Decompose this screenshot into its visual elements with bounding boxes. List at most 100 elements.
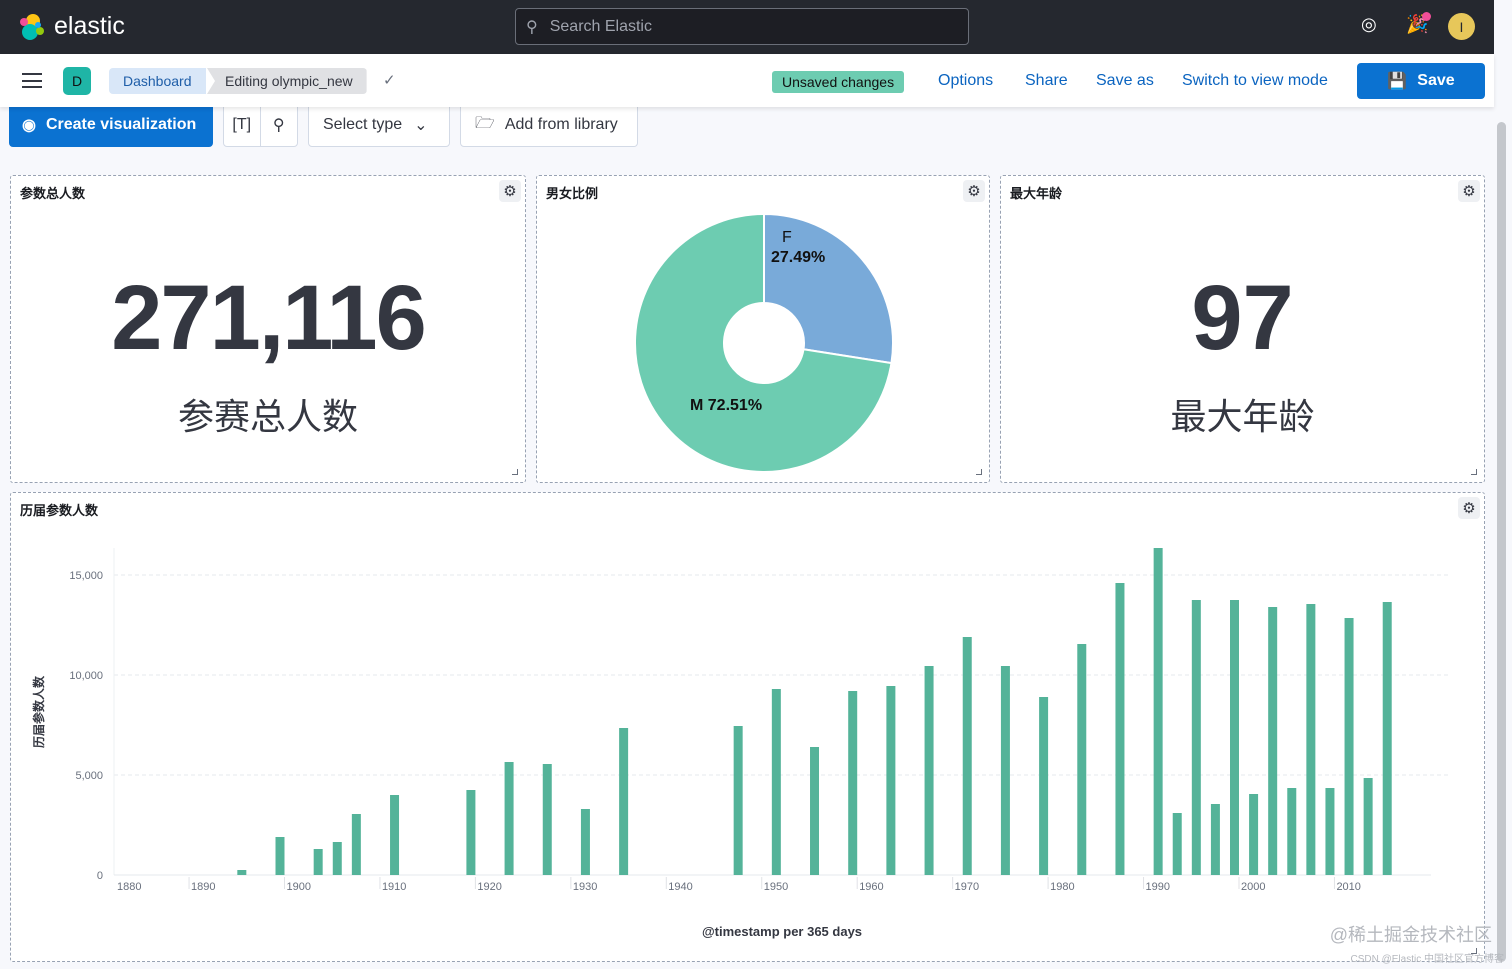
user-avatar[interactable]: I — [1448, 13, 1475, 40]
bar-2016 — [1382, 602, 1392, 875]
watermark: @稀土掘金技术社区 — [1329, 925, 1492, 945]
unsaved-changes-badge: Unsaved changes — [772, 71, 905, 93]
bar-1912 — [390, 795, 400, 875]
gear-icon[interactable]: ⚙ — [963, 180, 985, 202]
x-tick-label: 1980 — [1050, 881, 1074, 893]
search-icon: ⚲ — [526, 18, 538, 36]
y-tick-label: 15,000 — [69, 570, 103, 582]
panel-title: 参数总人数 — [20, 186, 86, 201]
panel-title: 男女比例 — [546, 186, 599, 201]
gear-icon[interactable]: ⚙ — [1458, 497, 1480, 519]
save-button[interactable]: 💾 Save — [1357, 63, 1485, 99]
watermark-csdn: CSDN @Elastic 中国社区官方博客 — [1350, 954, 1505, 965]
visualize-icon: ◉ — [22, 117, 36, 134]
bar-2014 — [1363, 778, 1373, 875]
metric-value: 271,116 — [111, 267, 426, 369]
pie-value-f: 27.49% — [771, 249, 825, 266]
x-tick-label: 1950 — [764, 881, 788, 893]
brand-name: elastic — [54, 12, 125, 40]
bar-2000 — [1230, 600, 1239, 875]
bar-1964 — [886, 686, 896, 875]
elastic-logo[interactable]: elastic — [18, 12, 125, 41]
bar-1932 — [580, 809, 590, 875]
add-from-library-button[interactable]: 🗁 Add from library — [460, 103, 638, 147]
metric-value: 97 — [1191, 267, 1294, 369]
bar-2012 — [1344, 618, 1354, 875]
notification-dot — [1422, 12, 1431, 21]
space-avatar[interactable]: D — [63, 67, 91, 95]
checkmark-icon[interactable]: ✓ — [383, 72, 396, 89]
x-tick-label: 1970 — [955, 881, 979, 893]
bar-1906 — [332, 842, 342, 875]
bar-1924 — [504, 762, 514, 875]
bar-1976 — [1000, 666, 1010, 875]
pie-label-m: M 72.51% — [690, 397, 762, 414]
bar-1972 — [962, 637, 972, 875]
folder-icon: 🗁 — [475, 114, 495, 132]
panel-title: 最大年龄 — [1010, 186, 1063, 201]
resize-handle[interactable] — [512, 469, 518, 475]
create-visualization-button[interactable]: ◉ Create visualization — [9, 103, 213, 147]
x-tick-label: 1940 — [668, 881, 692, 893]
bar-1994 — [1172, 813, 1182, 875]
y-tick-label: 5,000 — [75, 770, 103, 782]
y-tick-label: 0 — [97, 870, 103, 882]
bar-1984 — [1077, 644, 1087, 875]
bar-1956 — [810, 747, 820, 875]
help-lifebuoy-icon[interactable]: ◎ — [1361, 14, 1377, 34]
bar-1920 — [466, 790, 476, 875]
bar-1908 — [351, 814, 361, 875]
y-tick-label: 10,000 — [69, 670, 103, 682]
page-scrollbar[interactable] — [1497, 122, 1506, 962]
save-as-link[interactable]: Save as — [1096, 72, 1154, 89]
maps-icon[interactable]: ⚲ — [272, 117, 285, 134]
bar-1968 — [924, 666, 934, 875]
dashboard-nav: D Dashboard Editing olympic_new ✓ Unsave… — [0, 54, 1494, 107]
panel-max-age: 最大年龄 ⚙ 97 最大年龄 — [1000, 175, 1485, 483]
share-link[interactable]: Share — [1025, 72, 1068, 89]
x-tick-label: 1960 — [859, 881, 883, 893]
select-type-dropdown[interactable]: Select type ⌄ — [308, 103, 450, 147]
bar-1992 — [1153, 548, 1163, 875]
panel-total-participants: 参数总人数 ⚙ 271,116 参赛总人数 — [10, 175, 526, 483]
panel-title: 历届参数人数 — [20, 503, 99, 518]
metric-label: 最大年龄 — [1170, 396, 1315, 437]
create-label: Create visualization — [45, 116, 197, 133]
top-header: elastic ⚲ Search Elastic ◎ 🎉 I — [0, 0, 1494, 54]
search-input[interactable]: ⚲ Search Elastic — [515, 8, 969, 45]
bar-2002 — [1249, 794, 1259, 875]
bar-1936 — [619, 728, 629, 875]
menu-icon[interactable] — [22, 73, 42, 88]
breadcrumb-dashboard[interactable]: Dashboard — [109, 68, 206, 94]
bar-1928 — [542, 764, 552, 875]
resize-handle[interactable] — [1471, 948, 1477, 954]
bar-2008 — [1306, 604, 1316, 875]
panel-participants-history: 历届参数人数 ⚙ 0 5,000 10,000 15,000 1880 1890 1900 1… — [10, 492, 1485, 962]
save-disk-icon: 💾 — [1387, 73, 1408, 90]
chevron-down-icon: ⌄ — [414, 117, 428, 134]
add-library-label: Add from library — [504, 116, 618, 133]
pie-slice-M — [634, 212, 893, 473]
bar-1948 — [733, 726, 743, 875]
resize-handle[interactable] — [976, 469, 982, 475]
save-label: Save — [1417, 72, 1455, 89]
x-tick-label: 1900 — [287, 881, 311, 893]
bar-1900 — [275, 837, 285, 875]
search-placeholder: Search Elastic — [549, 17, 652, 35]
x-axis-title: @timestamp per 365 days — [702, 924, 862, 939]
x-tick-label: 2000 — [1241, 881, 1265, 893]
resize-handle[interactable] — [1471, 469, 1477, 475]
switch-view-mode-link[interactable]: Switch to view mode — [1182, 72, 1328, 89]
options-link[interactable]: Options — [938, 72, 994, 89]
bar-1998 — [1210, 804, 1220, 875]
x-tick-label: 1910 — [382, 881, 406, 893]
gear-icon[interactable]: ⚙ — [1458, 180, 1480, 202]
bar-1960 — [848, 691, 858, 875]
bar-1952 — [771, 689, 781, 875]
participants-bar-chart: 0 5,000 10,000 15,000 1880 1890 1900 1910 1920 19… — [31, 548, 1448, 939]
x-tick-label: 1920 — [477, 881, 501, 893]
gear-icon[interactable]: ⚙ — [499, 180, 521, 202]
text-markdown-icon[interactable]: [T] — [224, 104, 261, 146]
bar-2006 — [1287, 788, 1297, 875]
elastic-logo-icon — [20, 13, 44, 40]
